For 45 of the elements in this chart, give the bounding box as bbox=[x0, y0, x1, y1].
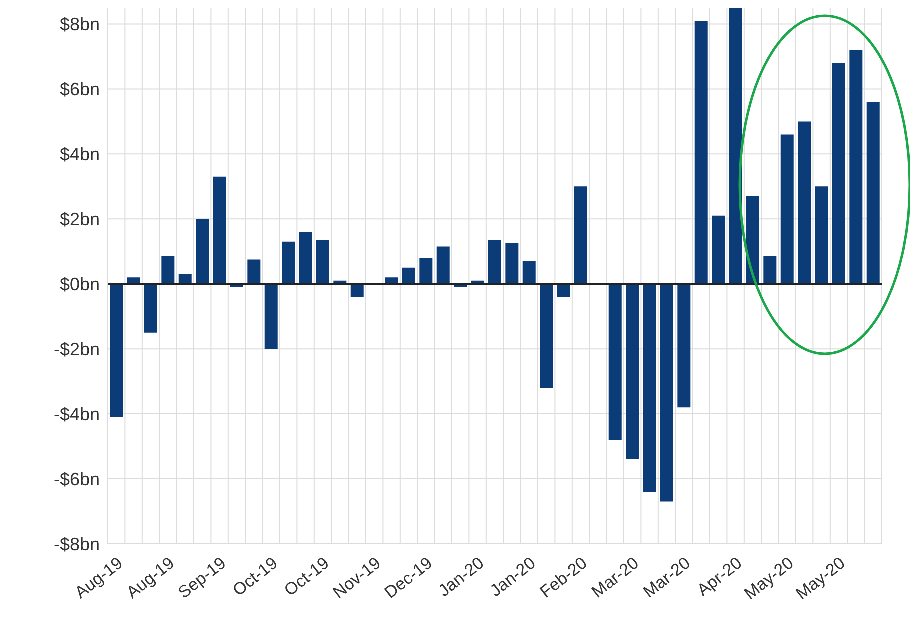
bar bbox=[282, 242, 296, 284]
bar bbox=[144, 284, 158, 333]
y-tick-label: $0bn bbox=[60, 274, 100, 295]
bar bbox=[798, 122, 812, 284]
y-tick-label: -$4bn bbox=[54, 404, 100, 424]
bar bbox=[660, 284, 674, 502]
bar bbox=[678, 284, 691, 408]
bar bbox=[626, 284, 640, 460]
bar bbox=[316, 240, 330, 284]
bar bbox=[540, 284, 554, 388]
y-tick-label: $4bn bbox=[60, 144, 100, 165]
bar bbox=[213, 176, 226, 284]
bar bbox=[729, 8, 742, 284]
bar bbox=[557, 284, 570, 298]
bar bbox=[643, 284, 656, 492]
y-tick-label: $2bn bbox=[60, 210, 100, 230]
bar bbox=[780, 134, 794, 284]
bar bbox=[436, 246, 450, 284]
y-tick-label: $8bn bbox=[60, 14, 100, 35]
bar bbox=[420, 258, 433, 284]
y-tick-label: -$2bn bbox=[54, 339, 100, 360]
bar bbox=[522, 261, 536, 284]
bar bbox=[162, 256, 175, 284]
y-tick-label: $6bn bbox=[60, 80, 100, 100]
bar bbox=[196, 219, 210, 284]
bar bbox=[488, 240, 502, 284]
bar bbox=[248, 260, 261, 284]
bar bbox=[506, 244, 519, 284]
bar bbox=[608, 284, 622, 440]
bar bbox=[264, 284, 278, 350]
bar bbox=[746, 196, 760, 284]
y-tick-label: -$6bn bbox=[54, 469, 100, 490]
bar bbox=[866, 102, 880, 284]
bar bbox=[850, 50, 863, 284]
bar bbox=[764, 256, 777, 284]
bar bbox=[712, 216, 726, 284]
bar bbox=[110, 284, 124, 418]
y-tick-label: -$8bn bbox=[54, 534, 100, 554]
bar bbox=[402, 268, 416, 284]
bar bbox=[815, 186, 828, 284]
bar bbox=[694, 20, 708, 284]
bar bbox=[832, 63, 846, 284]
bar bbox=[574, 186, 588, 284]
bar bbox=[350, 284, 364, 298]
bar bbox=[299, 232, 312, 284]
